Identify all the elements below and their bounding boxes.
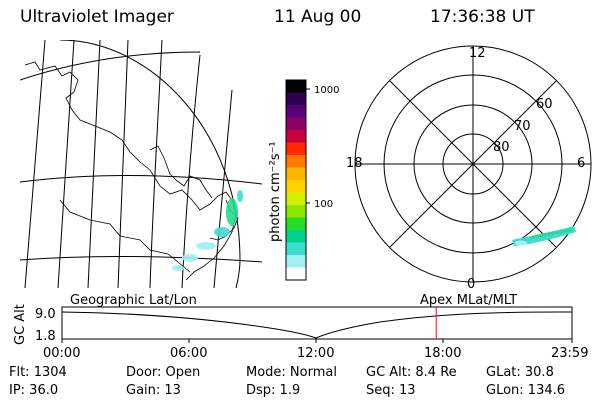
mlt-label-6: 6 bbox=[577, 156, 586, 171]
mlat-label-70: 70 bbox=[514, 119, 531, 134]
meridian-line bbox=[149, 40, 163, 288]
aurora-emission-polar bbox=[512, 226, 576, 246]
altitude-curve bbox=[61, 311, 572, 339]
status-door: Door: Open bbox=[126, 365, 201, 380]
coastline bbox=[59, 199, 191, 273]
status-seq: Seq: 13 bbox=[366, 383, 416, 398]
meridian-line bbox=[117, 40, 129, 288]
timeline-x-ticks bbox=[61, 339, 573, 343]
status-dsp: Dsp: 1.9 bbox=[246, 383, 301, 398]
coastline bbox=[24, 61, 237, 281]
status-mode: Mode: Normal bbox=[246, 365, 337, 380]
colorbar-band bbox=[286, 230, 306, 243]
coastline bbox=[149, 145, 213, 199]
colorbar-band bbox=[286, 192, 306, 206]
timeline-x-tick-2359: 23:59 bbox=[551, 346, 589, 361]
parallel-line bbox=[20, 51, 201, 81]
geographic-plot-title: Geographic Lat/Lon bbox=[70, 293, 197, 308]
instrument-title: Ultraviolet Imager bbox=[20, 7, 174, 27]
parallel-line bbox=[20, 174, 262, 185]
status-gc-alt: GC Alt: 8.4 Re bbox=[366, 365, 457, 380]
colorbar-tick-1000: 1000 bbox=[314, 85, 340, 96]
colorbar-band bbox=[286, 205, 306, 218]
status-glat: GLat: 30.8 bbox=[486, 365, 554, 380]
magnetic-plot-title: Apex MLat/MLT bbox=[420, 293, 518, 308]
colorbar-band bbox=[286, 167, 306, 181]
mlt-label-0: 0 bbox=[467, 277, 476, 292]
mlat-label-60: 60 bbox=[536, 97, 553, 112]
meridian-line bbox=[57, 40, 75, 288]
status-gain: Gain: 13 bbox=[126, 383, 181, 398]
meridian-line bbox=[87, 40, 101, 288]
timeline-x-tick-1800: 18:00 bbox=[424, 346, 462, 361]
colorbar-band bbox=[286, 142, 306, 156]
timeline-x-tick-0600: 06:00 bbox=[170, 346, 208, 361]
colorbar-band bbox=[286, 80, 306, 93]
status-ip: IP: 36.0 bbox=[9, 383, 59, 398]
status-glon: GLon: 134.6 bbox=[486, 383, 566, 398]
timeline-x-tick-1200: 12:00 bbox=[297, 346, 335, 361]
colorbar-band bbox=[286, 92, 306, 106]
mlt-label-12: 12 bbox=[469, 46, 486, 61]
colorbar-band bbox=[286, 117, 306, 131]
timeline-frame bbox=[61, 306, 573, 340]
timeline-y-tick-top: 9.0 bbox=[35, 307, 56, 322]
timeline-y-tick-bottom: 1.8 bbox=[35, 329, 56, 344]
observation-date: 11 Aug 00 bbox=[274, 7, 362, 27]
colorbar-tick-100: 100 bbox=[314, 199, 334, 210]
colorbar-band bbox=[286, 217, 306, 231]
polar-axis-diagonal bbox=[389, 80, 557, 248]
meridian-line bbox=[213, 89, 233, 288]
mlat-label-80: 80 bbox=[493, 140, 510, 155]
colorbar-band bbox=[286, 242, 306, 256]
colorbar-band bbox=[286, 105, 306, 118]
colorbar-band bbox=[286, 255, 306, 268]
colorbar-band bbox=[286, 130, 306, 143]
colorbar-band bbox=[286, 180, 306, 193]
observation-time: 17:36:38 UT bbox=[430, 7, 535, 27]
meridian-line bbox=[24, 40, 46, 288]
status-flt: Flt: 1304 bbox=[9, 365, 67, 380]
mlt-label-18: 18 bbox=[346, 156, 363, 171]
colorbar-band bbox=[286, 267, 306, 281]
timeline-x-tick-0000: 00:00 bbox=[43, 346, 81, 361]
colorbar-band bbox=[286, 155, 306, 168]
aurora-emission-map bbox=[172, 190, 243, 271]
parallel-line bbox=[20, 255, 262, 263]
globe-limb bbox=[59, 40, 241, 288]
